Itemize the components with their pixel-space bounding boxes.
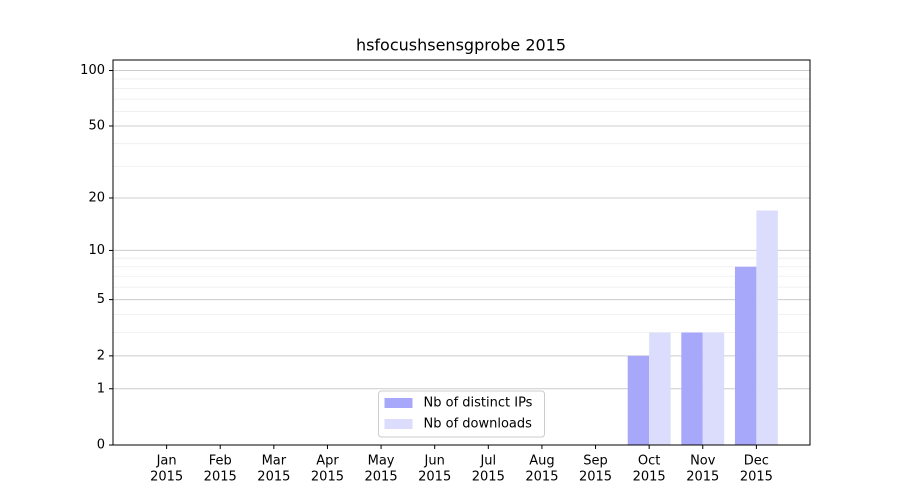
x-tick-label: 2015 — [311, 470, 344, 485]
x-tick-label: Aug — [529, 454, 554, 469]
x-tick-label: Sep — [583, 454, 608, 469]
bar — [627, 355, 650, 445]
y-tick-label: 2 — [97, 348, 105, 363]
x-tick-label: May — [368, 454, 395, 469]
legend-swatch — [384, 419, 413, 429]
x-tick-label: 2015 — [150, 470, 183, 485]
legend-swatch — [384, 398, 413, 408]
x-tick-label: Jun — [424, 454, 445, 469]
x-tick-label: 2015 — [204, 470, 237, 485]
x-tick-label: Jul — [479, 454, 496, 469]
x-tick-label: 2015 — [686, 470, 719, 485]
x-tick-label: Nov — [690, 454, 716, 469]
x-tick-label: Mar — [262, 454, 287, 469]
x-tick-label: 2015 — [740, 470, 773, 485]
bar — [734, 266, 757, 445]
legend-label: Nb of downloads — [424, 417, 533, 432]
x-tick-label: 2015 — [579, 470, 612, 485]
legend-box — [378, 390, 545, 438]
x-tick-label: 2015 — [472, 470, 505, 485]
y-tick-label: 10 — [88, 243, 105, 258]
x-tick-label: Oct — [638, 454, 660, 469]
y-tick-label: 5 — [97, 292, 105, 307]
bar — [702, 332, 725, 445]
legend-label: Nb of distinct IPs — [424, 396, 533, 411]
x-tick-label: 2015 — [418, 470, 451, 485]
plot-frame — [112, 59, 811, 446]
x-tick-label: 2015 — [257, 470, 290, 485]
x-tick-label: 2015 — [633, 470, 666, 485]
y-tick-label: 1 — [97, 381, 105, 396]
chart-title: hsfocushsensgprobe 2015 — [356, 36, 566, 55]
x-tick-label: Jan — [156, 454, 177, 469]
y-tick-label: 0 — [97, 438, 105, 453]
y-tick-label: 100 — [80, 63, 105, 78]
bar — [756, 210, 778, 445]
bar — [649, 332, 671, 445]
y-tick-label: 50 — [88, 118, 105, 133]
x-tick-label: Apr — [316, 454, 339, 469]
x-tick-label: Feb — [209, 454, 232, 469]
bar — [681, 332, 703, 445]
x-tick-label: Dec — [744, 454, 769, 469]
y-tick-label: 20 — [88, 190, 105, 205]
x-tick-label: 2015 — [365, 470, 398, 485]
x-tick-label: 2015 — [525, 470, 558, 485]
